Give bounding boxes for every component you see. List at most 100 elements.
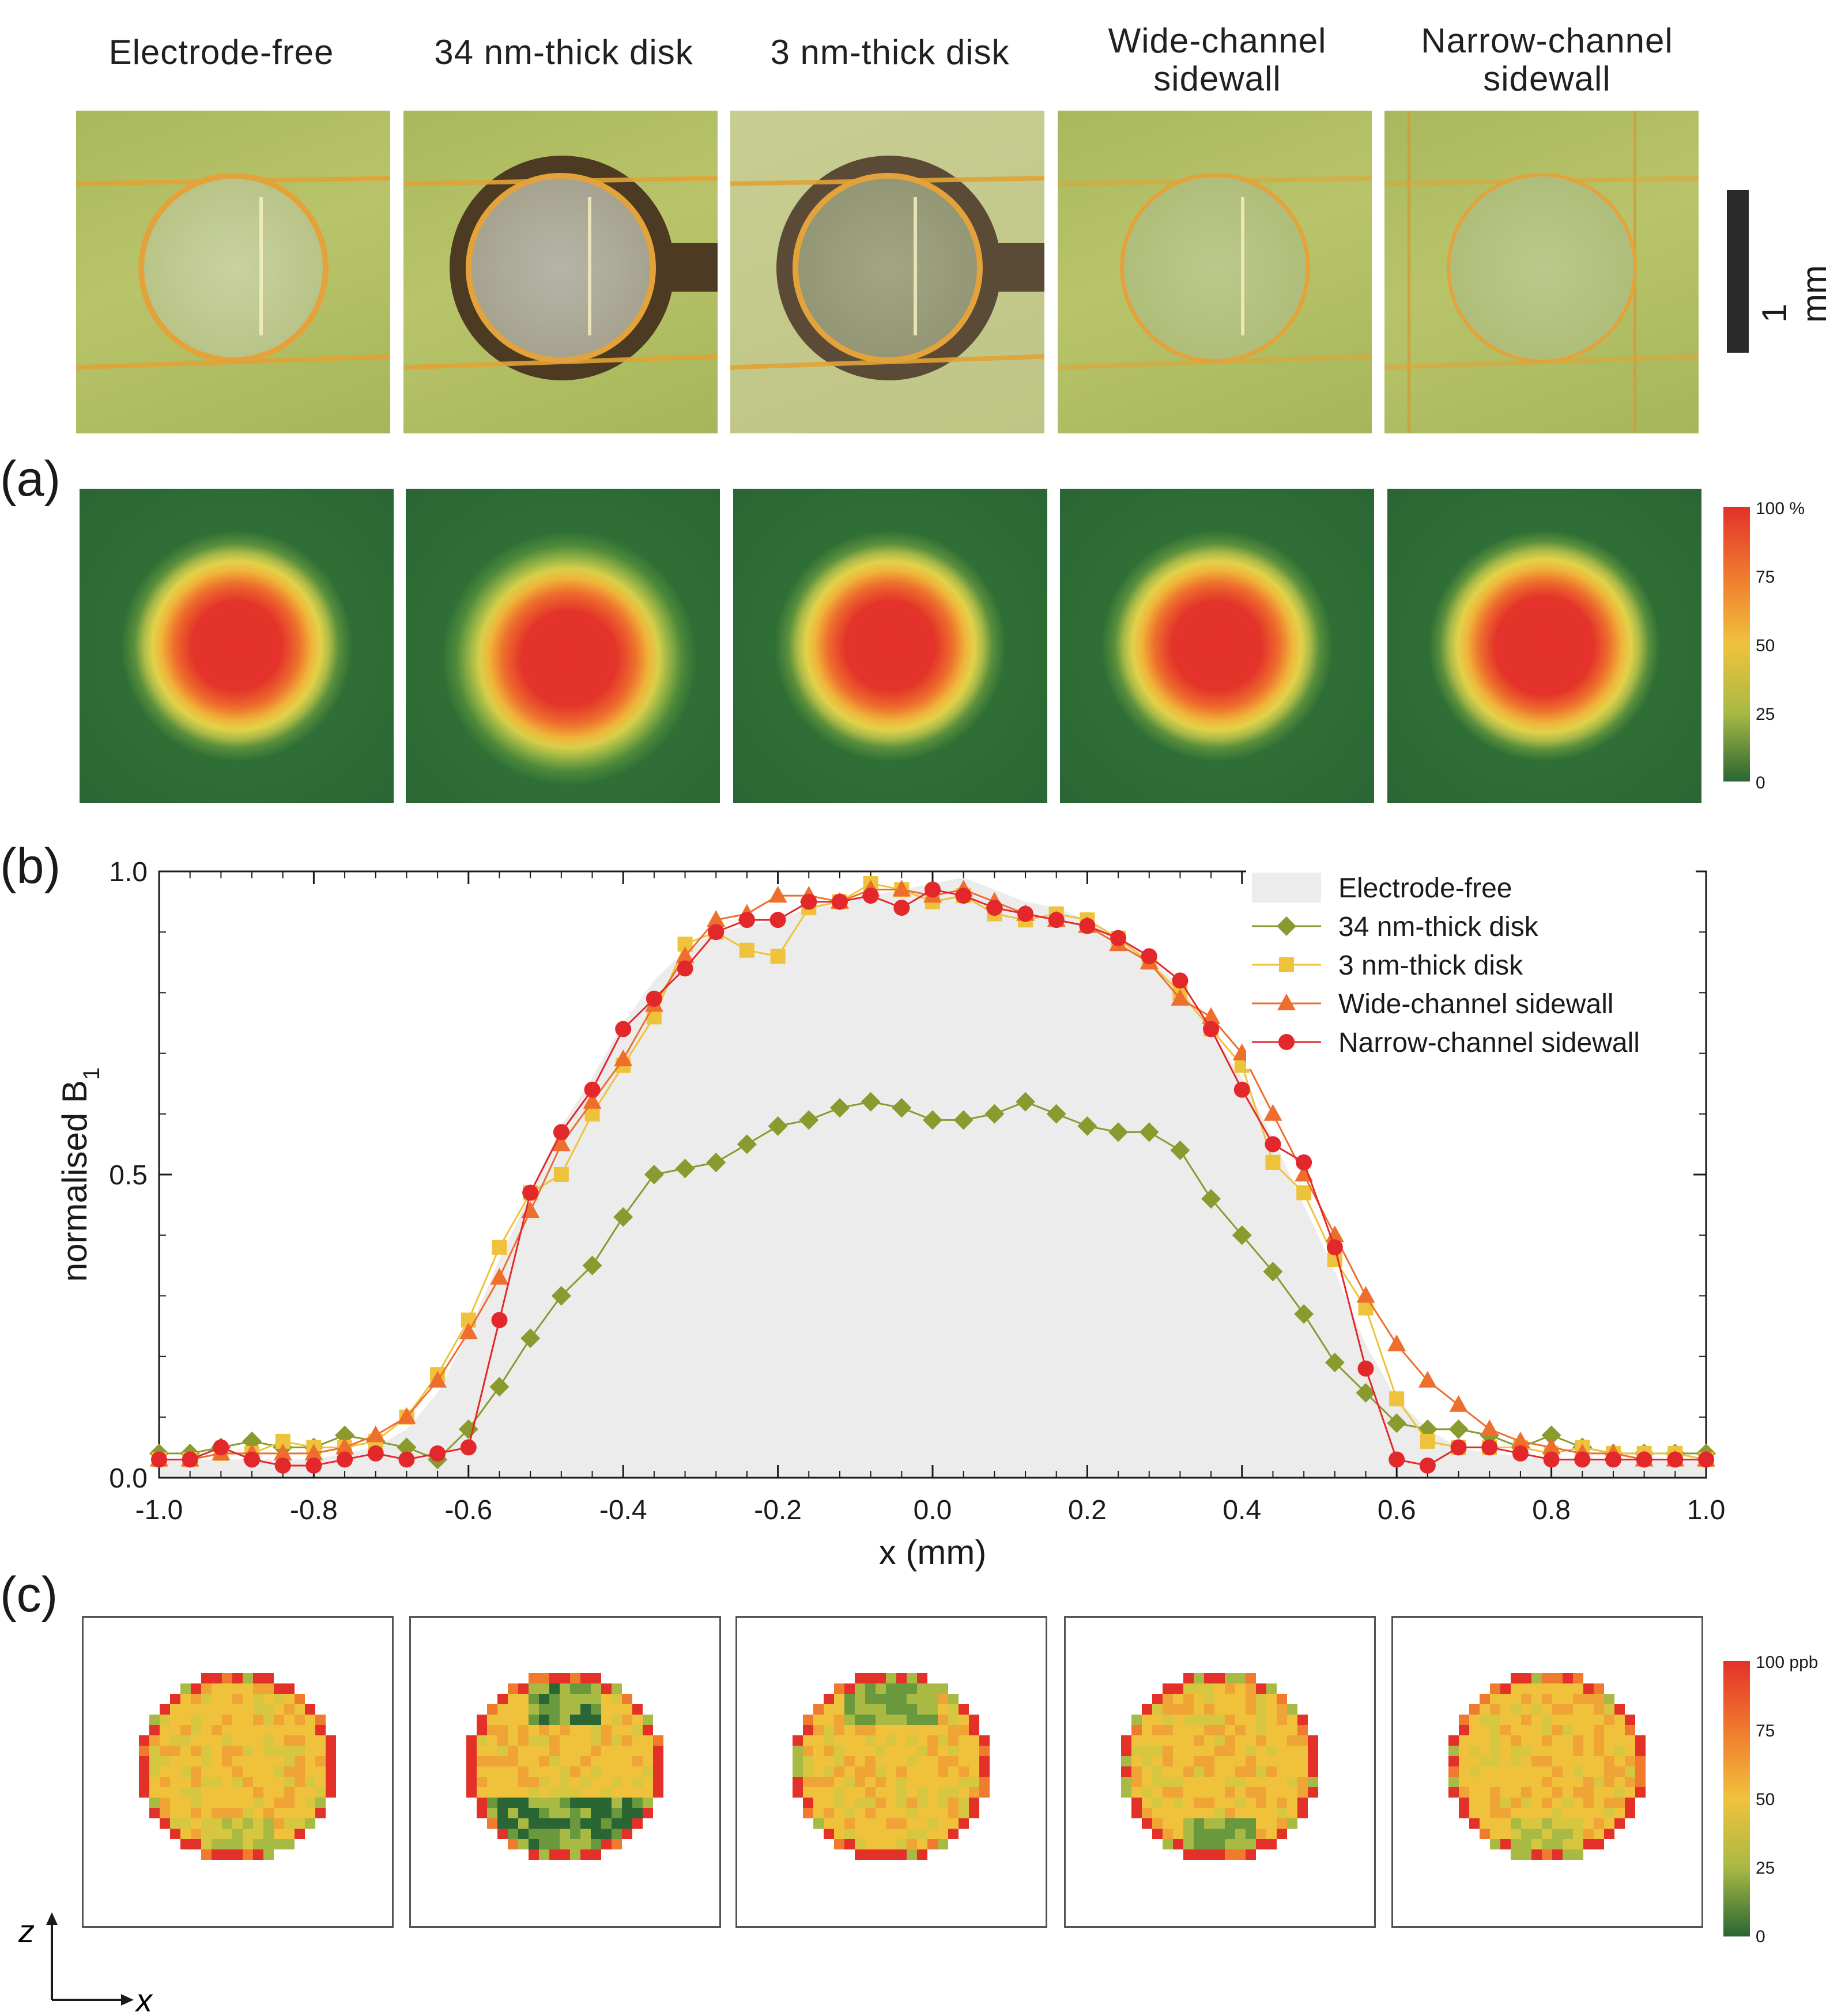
map-pixel (1297, 1735, 1308, 1746)
map-pixel (222, 1673, 232, 1683)
map-pixel (917, 1829, 927, 1839)
map-pixel (560, 1673, 570, 1683)
photo-narrow-channel-sidewall (1384, 111, 1699, 433)
map-pixel (201, 1715, 212, 1725)
map-pixel (969, 1808, 979, 1818)
map-pixel (570, 1746, 580, 1756)
map-pixel (855, 1839, 865, 1849)
x-tick-label: 0.2 (1068, 1495, 1107, 1526)
map-pixel (824, 1746, 834, 1756)
map-pixel (1121, 1756, 1131, 1766)
map-pixel (948, 1829, 959, 1839)
data-point-series-1 (1541, 1425, 1561, 1445)
map-pixel (886, 1694, 896, 1704)
map-pixel (1531, 1849, 1542, 1860)
map-pixel (907, 1798, 917, 1808)
map-pixel (560, 1694, 570, 1704)
map-pixel (1459, 1777, 1469, 1787)
map-pixel (508, 1715, 518, 1725)
map-pixel (824, 1777, 834, 1787)
map-pixel (622, 1746, 632, 1756)
legend-entry: 34 nm-thick disk (1338, 912, 1539, 942)
map-pixel (1511, 1808, 1521, 1818)
map-pixel (1277, 1829, 1287, 1839)
map-pixel (612, 1704, 622, 1715)
map-pixel (1480, 1829, 1490, 1839)
map-pixel (1552, 1704, 1563, 1715)
data-point-series-1 (644, 1165, 664, 1184)
map-pixel (295, 1756, 305, 1766)
map-pixel (1256, 1777, 1266, 1787)
map-pixel (1490, 1756, 1500, 1766)
map-pixel (1194, 1683, 1204, 1694)
map-pixel (1204, 1829, 1214, 1839)
map-pixel (1142, 1798, 1152, 1808)
map-pixel (1511, 1787, 1521, 1798)
map-pixel (508, 1818, 518, 1829)
map-pixel (518, 1777, 529, 1787)
map-pixel (570, 1777, 580, 1787)
data-point-series-1 (1356, 1383, 1376, 1403)
map-pixel (295, 1766, 305, 1777)
map-pixel (803, 1766, 813, 1777)
map-pixel (855, 1683, 865, 1694)
map-pixel (1635, 1756, 1646, 1766)
map-pixel (560, 1808, 570, 1818)
map-pixel (601, 1694, 612, 1704)
map-pixel (1500, 1766, 1511, 1777)
map-pixel (305, 1766, 315, 1777)
map-pixel (222, 1683, 232, 1694)
map-pixel (1583, 1766, 1594, 1777)
map-pixel (539, 1787, 549, 1798)
map-pixel (295, 1818, 305, 1829)
map-pixel (295, 1725, 305, 1735)
map-pixel (948, 1756, 959, 1766)
map-pixel (907, 1829, 917, 1839)
map-pixel (1214, 1746, 1225, 1756)
data-point-series-3 (707, 910, 726, 927)
y-axis-label: normalised B1 (55, 1067, 104, 1282)
map-pixel (1604, 1725, 1614, 1735)
map-pixel (643, 1787, 653, 1798)
map-pixel (253, 1766, 263, 1777)
map-pixel (315, 1735, 326, 1746)
map-pixel (917, 1735, 927, 1746)
map-pixel (855, 1704, 865, 1715)
map-pixel (1183, 1694, 1194, 1704)
map-pixel (1490, 1725, 1500, 1735)
column-title-4-line1: Wide-channel (1108, 21, 1327, 60)
map-pixel (1511, 1683, 1521, 1694)
map-pixel (1287, 1756, 1297, 1766)
map-pixel (497, 1725, 508, 1735)
data-point-series-3 (1480, 1419, 1499, 1436)
map-pixel (896, 1704, 907, 1715)
map-pixel (1246, 1798, 1256, 1808)
map-pixel (959, 1735, 969, 1746)
map-pixel (632, 1746, 643, 1756)
map-pixel (1256, 1808, 1266, 1818)
map-pixel (927, 1787, 938, 1798)
map-pixel (938, 1735, 948, 1746)
map-pixel (1308, 1735, 1318, 1746)
map-pixel (824, 1725, 834, 1735)
map-pixel (295, 1746, 305, 1756)
map-pixel (876, 1818, 886, 1829)
map-pixel (1277, 1704, 1287, 1715)
map-pixel (201, 1787, 212, 1798)
map-pixel (201, 1746, 212, 1756)
map-pixel (622, 1735, 632, 1746)
map-pixel (232, 1756, 243, 1766)
data-point-series-1 (551, 1286, 571, 1306)
map-pixel (632, 1704, 643, 1715)
data-point-series-1 (397, 1437, 417, 1458)
map-pixel (1511, 1715, 1521, 1725)
map-pixel (865, 1735, 876, 1746)
map-pixel (591, 1735, 601, 1746)
map-pixel (466, 1756, 477, 1766)
map-pixel (1500, 1818, 1511, 1829)
map-pixel (263, 1735, 274, 1746)
map-pixel (896, 1746, 907, 1756)
map-pixel (560, 1704, 570, 1715)
map-pixel (1225, 1777, 1235, 1787)
data-point-series-4 (305, 1457, 322, 1474)
